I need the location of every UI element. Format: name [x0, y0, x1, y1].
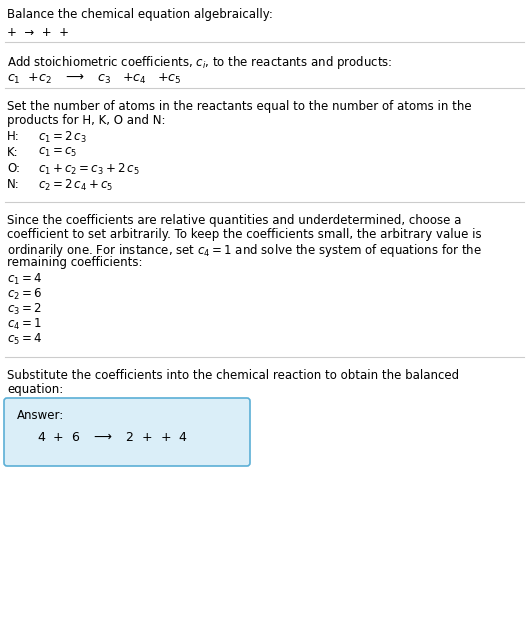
Text: H:: H: [7, 130, 20, 143]
Text: $c_2 = 2\,c_4 + c_5$: $c_2 = 2\,c_4 + c_5$ [38, 178, 113, 193]
Text: ordinarily one. For instance, set $c_4 = 1$ and solve the system of equations fo: ordinarily one. For instance, set $c_4 =… [7, 242, 482, 259]
Text: $c_1 = 2\,c_3$: $c_1 = 2\,c_3$ [38, 130, 87, 145]
Text: Since the coefficients are relative quantities and underdetermined, choose a: Since the coefficients are relative quan… [7, 214, 461, 227]
Text: +  →  +  +: + → + + [7, 26, 69, 39]
Text: $c_1 + c_2 = c_3 + 2\,c_5$: $c_1 + c_2 = c_3 + 2\,c_5$ [38, 162, 140, 177]
Text: 4  +  6   $\longrightarrow$   2  +  +  4: 4 + 6 $\longrightarrow$ 2 + + 4 [37, 431, 188, 444]
Text: $c_4 = 1$: $c_4 = 1$ [7, 317, 42, 332]
Text: $c_1 = c_5$: $c_1 = c_5$ [38, 146, 77, 159]
Text: N:: N: [7, 178, 20, 191]
Text: $c_2 = 6$: $c_2 = 6$ [7, 287, 42, 302]
Text: K:: K: [7, 146, 19, 159]
Text: Balance the chemical equation algebraically:: Balance the chemical equation algebraica… [7, 8, 273, 21]
Text: $c_1 = 4$: $c_1 = 4$ [7, 272, 42, 287]
Text: Add stoichiometric coefficients, $c_i$, to the reactants and products:: Add stoichiometric coefficients, $c_i$, … [7, 54, 393, 71]
Text: coefficient to set arbitrarily. To keep the coefficients small, the arbitrary va: coefficient to set arbitrarily. To keep … [7, 228, 481, 241]
Text: Answer:: Answer: [17, 409, 64, 422]
Text: O:: O: [7, 162, 20, 175]
Text: equation:: equation: [7, 383, 63, 396]
Text: remaining coefficients:: remaining coefficients: [7, 256, 142, 269]
Text: $c_1$  $+c_2$   $\longrightarrow$   $c_3$   $+c_4$   $+c_5$: $c_1$ $+c_2$ $\longrightarrow$ $c_3$ $+c… [7, 72, 181, 86]
Text: Substitute the coefficients into the chemical reaction to obtain the balanced: Substitute the coefficients into the che… [7, 369, 459, 382]
Text: $c_3 = 2$: $c_3 = 2$ [7, 302, 42, 317]
Text: products for H, K, O and N:: products for H, K, O and N: [7, 114, 166, 127]
FancyBboxPatch shape [4, 398, 250, 466]
Text: Set the number of atoms in the reactants equal to the number of atoms in the: Set the number of atoms in the reactants… [7, 100, 472, 113]
Text: $c_5 = 4$: $c_5 = 4$ [7, 332, 42, 347]
